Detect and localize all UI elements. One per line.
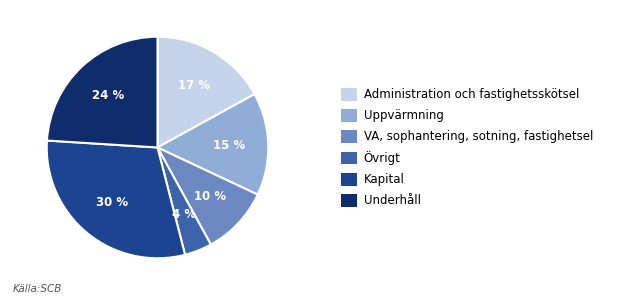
Wedge shape <box>158 147 211 255</box>
Wedge shape <box>158 147 258 244</box>
Text: 17 %: 17 % <box>178 79 210 92</box>
Text: Källa:SCB: Källa:SCB <box>13 284 62 294</box>
Wedge shape <box>158 37 255 147</box>
Wedge shape <box>47 37 158 147</box>
Text: 10 %: 10 % <box>194 190 226 203</box>
Text: 15 %: 15 % <box>214 139 246 152</box>
Text: 4 %: 4 % <box>172 208 196 221</box>
Text: 30 %: 30 % <box>96 197 128 209</box>
Wedge shape <box>47 141 185 258</box>
Legend: Administration och fastighetsskötsel, Uppvärmning, VA, sophantering, sotning, fa: Administration och fastighetsskötsel, Up… <box>336 83 598 212</box>
Wedge shape <box>158 94 268 195</box>
Text: 24 %: 24 % <box>92 88 124 101</box>
